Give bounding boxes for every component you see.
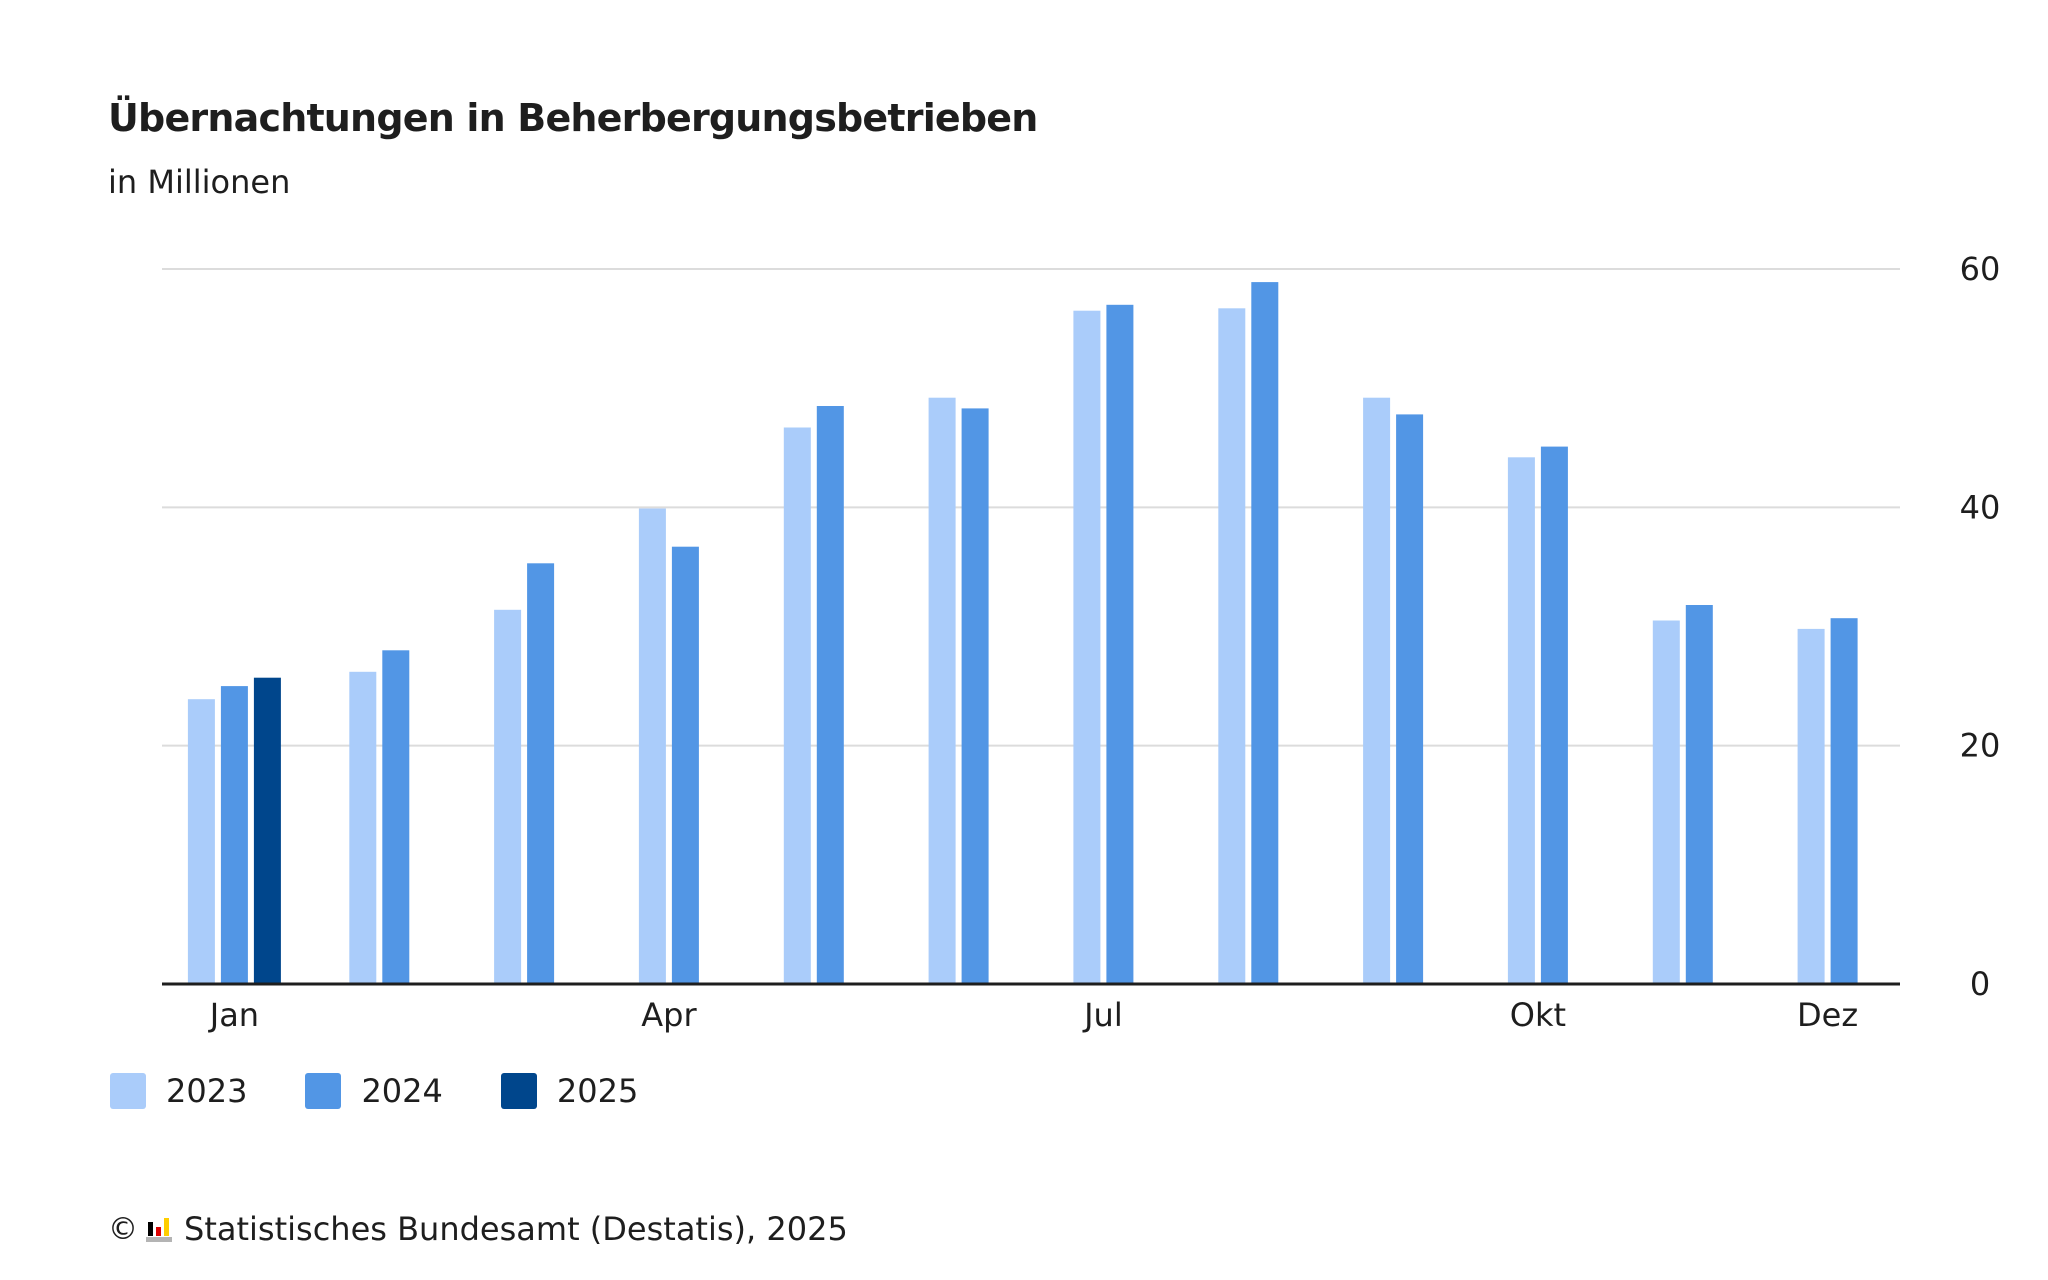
bar-2023-Apr[interactable] xyxy=(638,508,666,985)
chart-subtitle: in Millionen xyxy=(108,163,291,201)
y-tick-label-40: 40 xyxy=(1960,488,2001,526)
bar-2023-Aug[interactable] xyxy=(1218,308,1246,984)
source-footer: © Statistisches Bundesamt (Destatis), 20… xyxy=(108,1210,848,1248)
bar-2024-Jul[interactable] xyxy=(1106,304,1134,985)
legend-label-2025: 2025 xyxy=(556,1072,639,1110)
bar-2024-Dez[interactable] xyxy=(1830,618,1858,984)
x-tick-label-Apr: Apr xyxy=(641,996,697,1034)
bar-2023-Nov[interactable] xyxy=(1652,620,1680,985)
gridlines xyxy=(162,268,1900,747)
axes: 0 20 40 60 Jan Apr Jul Okt Dez xyxy=(162,250,2000,1034)
y-tick-label-60: 60 xyxy=(1960,250,2001,288)
bar-2023-Okt[interactable] xyxy=(1507,457,1535,984)
bar-chart: 0 20 40 60 Jan Apr Jul Okt Dez xyxy=(162,250,2000,1034)
legend-label-2023: 2023 xyxy=(166,1072,248,1110)
y-tick-label-20: 20 xyxy=(1960,727,2001,765)
legend-label-2024: 2024 xyxy=(361,1072,443,1110)
y-tick-label-0: 0 xyxy=(1970,965,1990,1003)
x-tick-label-Jan: Jan xyxy=(208,996,259,1034)
x-tick-label-Okt: Okt xyxy=(1510,996,1566,1034)
bar-2024-Okt[interactable] xyxy=(1540,446,1568,985)
legend-item-2025[interactable]: 2025 xyxy=(500,1072,639,1110)
bar-2023-Jun[interactable] xyxy=(928,397,956,984)
copyright-symbol: © xyxy=(108,1211,138,1247)
bar-2023-Jul[interactable] xyxy=(1073,310,1101,984)
bar-2024-Mär[interactable] xyxy=(527,563,555,984)
bar-2024-Sep[interactable] xyxy=(1396,414,1424,984)
legend-item-2023[interactable]: 2023 xyxy=(110,1072,247,1110)
bar-2024-Nov[interactable] xyxy=(1685,605,1713,984)
bar-2024-Mai[interactable] xyxy=(816,406,844,984)
bars xyxy=(187,282,1858,985)
x-tick-label-Jul: Jul xyxy=(1082,996,1123,1034)
bar-2024-Aug[interactable] xyxy=(1251,282,1279,985)
bar-2024-Apr[interactable] xyxy=(671,546,699,984)
bar-2024-Jun[interactable] xyxy=(961,408,989,984)
bar-2023-Jan[interactable] xyxy=(187,699,215,984)
bar-2024-Jan[interactable] xyxy=(220,686,248,984)
bar-2023-Sep[interactable] xyxy=(1363,397,1391,984)
legend-item-2024[interactable]: 2024 xyxy=(305,1072,443,1110)
legend-swatch-2024 xyxy=(305,1073,342,1109)
bar-2023-Mär[interactable] xyxy=(494,609,522,984)
x-tick-label-Dez: Dez xyxy=(1797,996,1858,1034)
bar-2023-Mai[interactable] xyxy=(783,427,811,985)
bar-2023-Dez[interactable] xyxy=(1797,628,1825,984)
bar-2025-Jan[interactable] xyxy=(253,677,281,984)
destatis-logo-icon xyxy=(146,1218,172,1242)
legend: 2023 2024 2025 xyxy=(110,1072,696,1110)
bar-2024-Feb[interactable] xyxy=(382,650,410,984)
source-text: Statistisches Bundesamt (Destatis), 2025 xyxy=(184,1210,848,1248)
legend-swatch-2025 xyxy=(500,1073,537,1109)
legend-swatch-2023 xyxy=(110,1073,146,1109)
bar-2023-Feb[interactable] xyxy=(349,671,377,984)
chart-title: Übernachtungen in Beherbergungsbetrieben xyxy=(108,96,1038,140)
